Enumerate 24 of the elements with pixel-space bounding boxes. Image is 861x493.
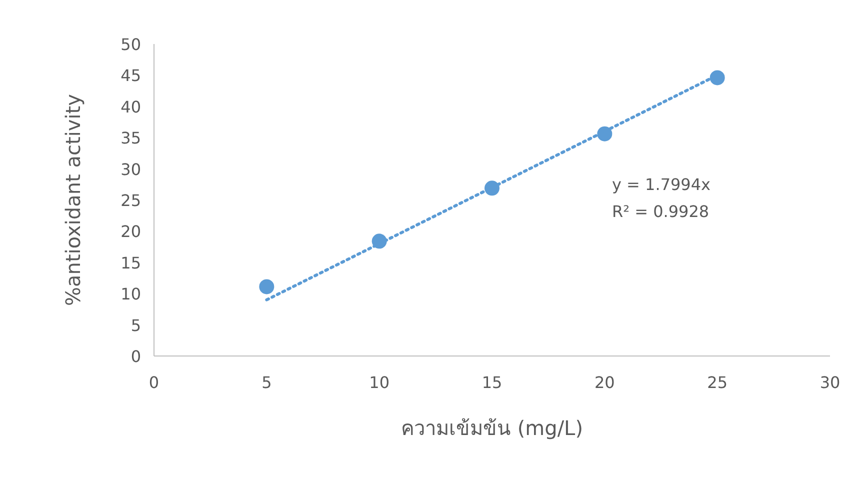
y-tick-label: 0 (130, 347, 141, 366)
y-axis-title: %antioxidant activity (61, 94, 85, 306)
x-tick-label: 25 (707, 373, 728, 392)
y-tick-label: 35 (120, 128, 141, 148)
point (259, 279, 274, 294)
x-tick-label: 30 (820, 373, 840, 392)
point (710, 70, 725, 86)
y-tick-label: 25 (120, 191, 141, 210)
y-tick-label: 10 (120, 284, 141, 304)
annotation: R² = 0.9928 (612, 202, 710, 221)
x-tick-label: 20 (594, 373, 615, 392)
x-tick-label: 0 (148, 373, 160, 392)
y-tick-label: 15 (120, 253, 141, 272)
y-tick-label: 5 (130, 316, 141, 335)
annotation: y = 1.7994x (612, 175, 710, 194)
y-tick-label: 30 (120, 160, 141, 179)
y-tick-label: 40 (120, 97, 141, 116)
x-tick-label: 15 (482, 373, 502, 392)
x-tick-label: 5 (262, 373, 272, 392)
y-tick-label: 20 (120, 222, 141, 242)
x-axis-title: ความเข้มข้น (mg/L) (400, 416, 584, 440)
y-tick-label: 50 (120, 35, 141, 54)
y-tick-label: 45 (120, 66, 141, 86)
x-tick-label: 10 (369, 373, 390, 392)
